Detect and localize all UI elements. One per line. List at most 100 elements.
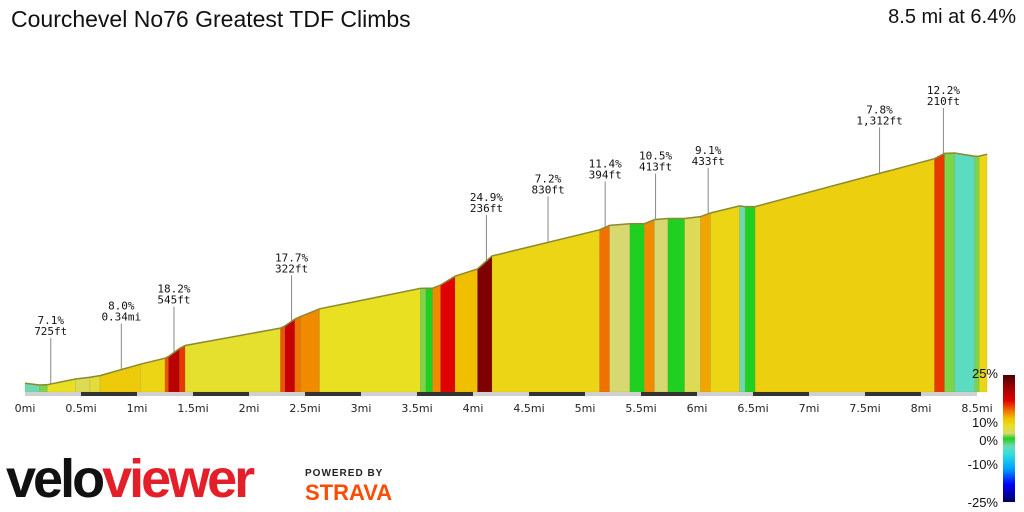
climb-annotation[interactable]: 24.9%236ft [470, 191, 503, 261]
climb-annotation[interactable]: 18.2%545ft [157, 282, 191, 353]
gradient-segment[interactable] [284, 318, 296, 393]
gradient-segment[interactable] [294, 316, 301, 393]
climb-annotation[interactable]: 11.4%394ft [589, 157, 622, 228]
x-tick-label: 4.5mi [513, 402, 544, 415]
gradient-segment[interactable] [99, 363, 141, 393]
gradient-segment[interactable] [440, 275, 456, 393]
distance-bar-dark-segment [305, 392, 361, 396]
gradient-segment[interactable] [89, 375, 101, 393]
gradient-segment[interactable] [609, 223, 631, 393]
logo-velo: velo [6, 449, 105, 509]
gradient-segment[interactable] [700, 212, 711, 393]
gradient-segment[interactable] [164, 356, 169, 393]
climb-summary: 8.5 mi at 6.4% [888, 6, 1016, 28]
legend-tick-label: -10% [968, 457, 999, 472]
x-tick-label: 1mi [127, 402, 148, 415]
climb-annotation[interactable]: 12.2%210ft [927, 84, 960, 154]
distance-bar-dark-segment [193, 392, 249, 396]
gradient-segment[interactable] [654, 218, 669, 393]
annotation-grade: 11.4% [589, 157, 622, 170]
climb-annotation[interactable]: 7.1%725ft [34, 314, 67, 385]
gradient-segment[interactable] [944, 152, 955, 393]
gradient-segment[interactable] [425, 287, 433, 393]
profile-outline [24, 152, 988, 386]
annotation-grade: 9.1% [695, 144, 722, 157]
gradient-segment[interactable] [954, 152, 976, 393]
gradient-segment[interactable] [319, 288, 421, 393]
veloviewer-logo[interactable]: veloviewer [6, 449, 255, 509]
annotation-length: 322ft [275, 262, 308, 275]
annotation-length: 545ft [157, 293, 190, 306]
annotation-grade: 7.2% [535, 172, 562, 185]
gradient-segment[interactable] [934, 152, 945, 393]
gradient-segment[interactable] [420, 287, 427, 393]
gradient-segment[interactable] [599, 224, 610, 393]
logo-viewer: viewer [102, 449, 255, 509]
distance-bar-dark-segment [529, 392, 585, 396]
annotation-grade: 12.2% [927, 84, 960, 97]
gradient-segment[interactable] [39, 384, 48, 393]
x-tick-label: 6mi [687, 402, 708, 415]
x-tick-label: 8mi [911, 402, 932, 415]
annotation-grade: 24.9% [470, 191, 503, 204]
gradient-segment[interactable] [454, 268, 478, 393]
climb-annotation[interactable]: 9.1%433ft [692, 144, 725, 214]
gradient-segment[interactable] [744, 206, 756, 393]
x-tick-label: 0mi [15, 402, 36, 415]
distance-bar-dark-segment [865, 392, 921, 396]
gradient-segment[interactable] [974, 155, 980, 393]
x-tick-label: 4mi [463, 402, 484, 415]
x-tick-label: 6.5mi [737, 402, 768, 415]
legend-tick-label: 25% [972, 366, 998, 381]
x-tick-label: 2mi [239, 402, 260, 415]
x-tick-label: 0.5mi [65, 402, 96, 415]
climb-annotation[interactable]: 8.0%0.34mi [101, 300, 141, 370]
climb-annotation[interactable]: 7.8%1,312ft [856, 103, 903, 174]
gradient-segment[interactable] [739, 205, 746, 393]
gradient-segment[interactable] [978, 153, 988, 393]
x-tick-label: 7.5mi [849, 402, 880, 415]
gradient-segment[interactable] [710, 205, 740, 393]
x-tick-label: 5mi [575, 402, 596, 415]
gradient-segment[interactable] [280, 325, 286, 393]
strava-logo[interactable]: STRAVA [305, 480, 393, 505]
annotation-length: 725ft [34, 325, 67, 338]
powered-by-label: POWERED BY [305, 468, 384, 479]
distance-bar-dark-segment [641, 392, 697, 396]
annotation-grade: 17.7% [275, 251, 308, 264]
climb-annotation[interactable]: 7.2%830ft [531, 172, 565, 243]
gradient-segment[interactable] [491, 229, 600, 393]
x-tick-label: 3mi [351, 402, 372, 415]
annotation-grade: 10.5% [639, 150, 672, 163]
x-tick-label: 1.5mi [177, 402, 208, 415]
gradient-segment[interactable] [184, 327, 281, 393]
annotation-grade: 7.1% [38, 314, 65, 327]
annotation-grade: 18.2% [157, 282, 190, 295]
gradient-segment[interactable] [47, 378, 76, 393]
gradient-segment[interactable] [300, 308, 320, 393]
annotation-length: 236ft [470, 202, 503, 215]
annotation-length: 394ft [589, 168, 622, 181]
gradient-segment[interactable] [644, 219, 655, 393]
gradient-segment[interactable] [667, 218, 685, 393]
annotation-length: 0.34mi [101, 311, 141, 324]
profile-segments [24, 152, 988, 393]
annotation-length: 210ft [927, 95, 960, 108]
x-tick-label: 8.5mi [961, 402, 992, 415]
gradient-segment[interactable] [432, 284, 441, 393]
distance-bar-dark-segment [753, 392, 809, 396]
legend-tick-label: 10% [972, 415, 998, 430]
distance-bar-dark-segment [81, 392, 137, 396]
gradient-segment[interactable] [629, 223, 645, 393]
annotation-length: 433ft [692, 155, 725, 168]
gradient-segment[interactable] [477, 255, 493, 393]
x-tick-label: 5.5mi [625, 402, 656, 415]
gradient-segment[interactable] [684, 216, 701, 393]
gradient-segment[interactable] [754, 158, 935, 393]
climb-annotation[interactable]: 17.7%322ft [275, 251, 308, 322]
legend-tick-label: -25% [968, 495, 999, 510]
page-title: Courchevel No76 Greatest TDF Climbs [11, 6, 411, 32]
gradient-segment[interactable] [179, 344, 186, 393]
climb-annotation[interactable]: 10.5%413ft [639, 150, 672, 220]
